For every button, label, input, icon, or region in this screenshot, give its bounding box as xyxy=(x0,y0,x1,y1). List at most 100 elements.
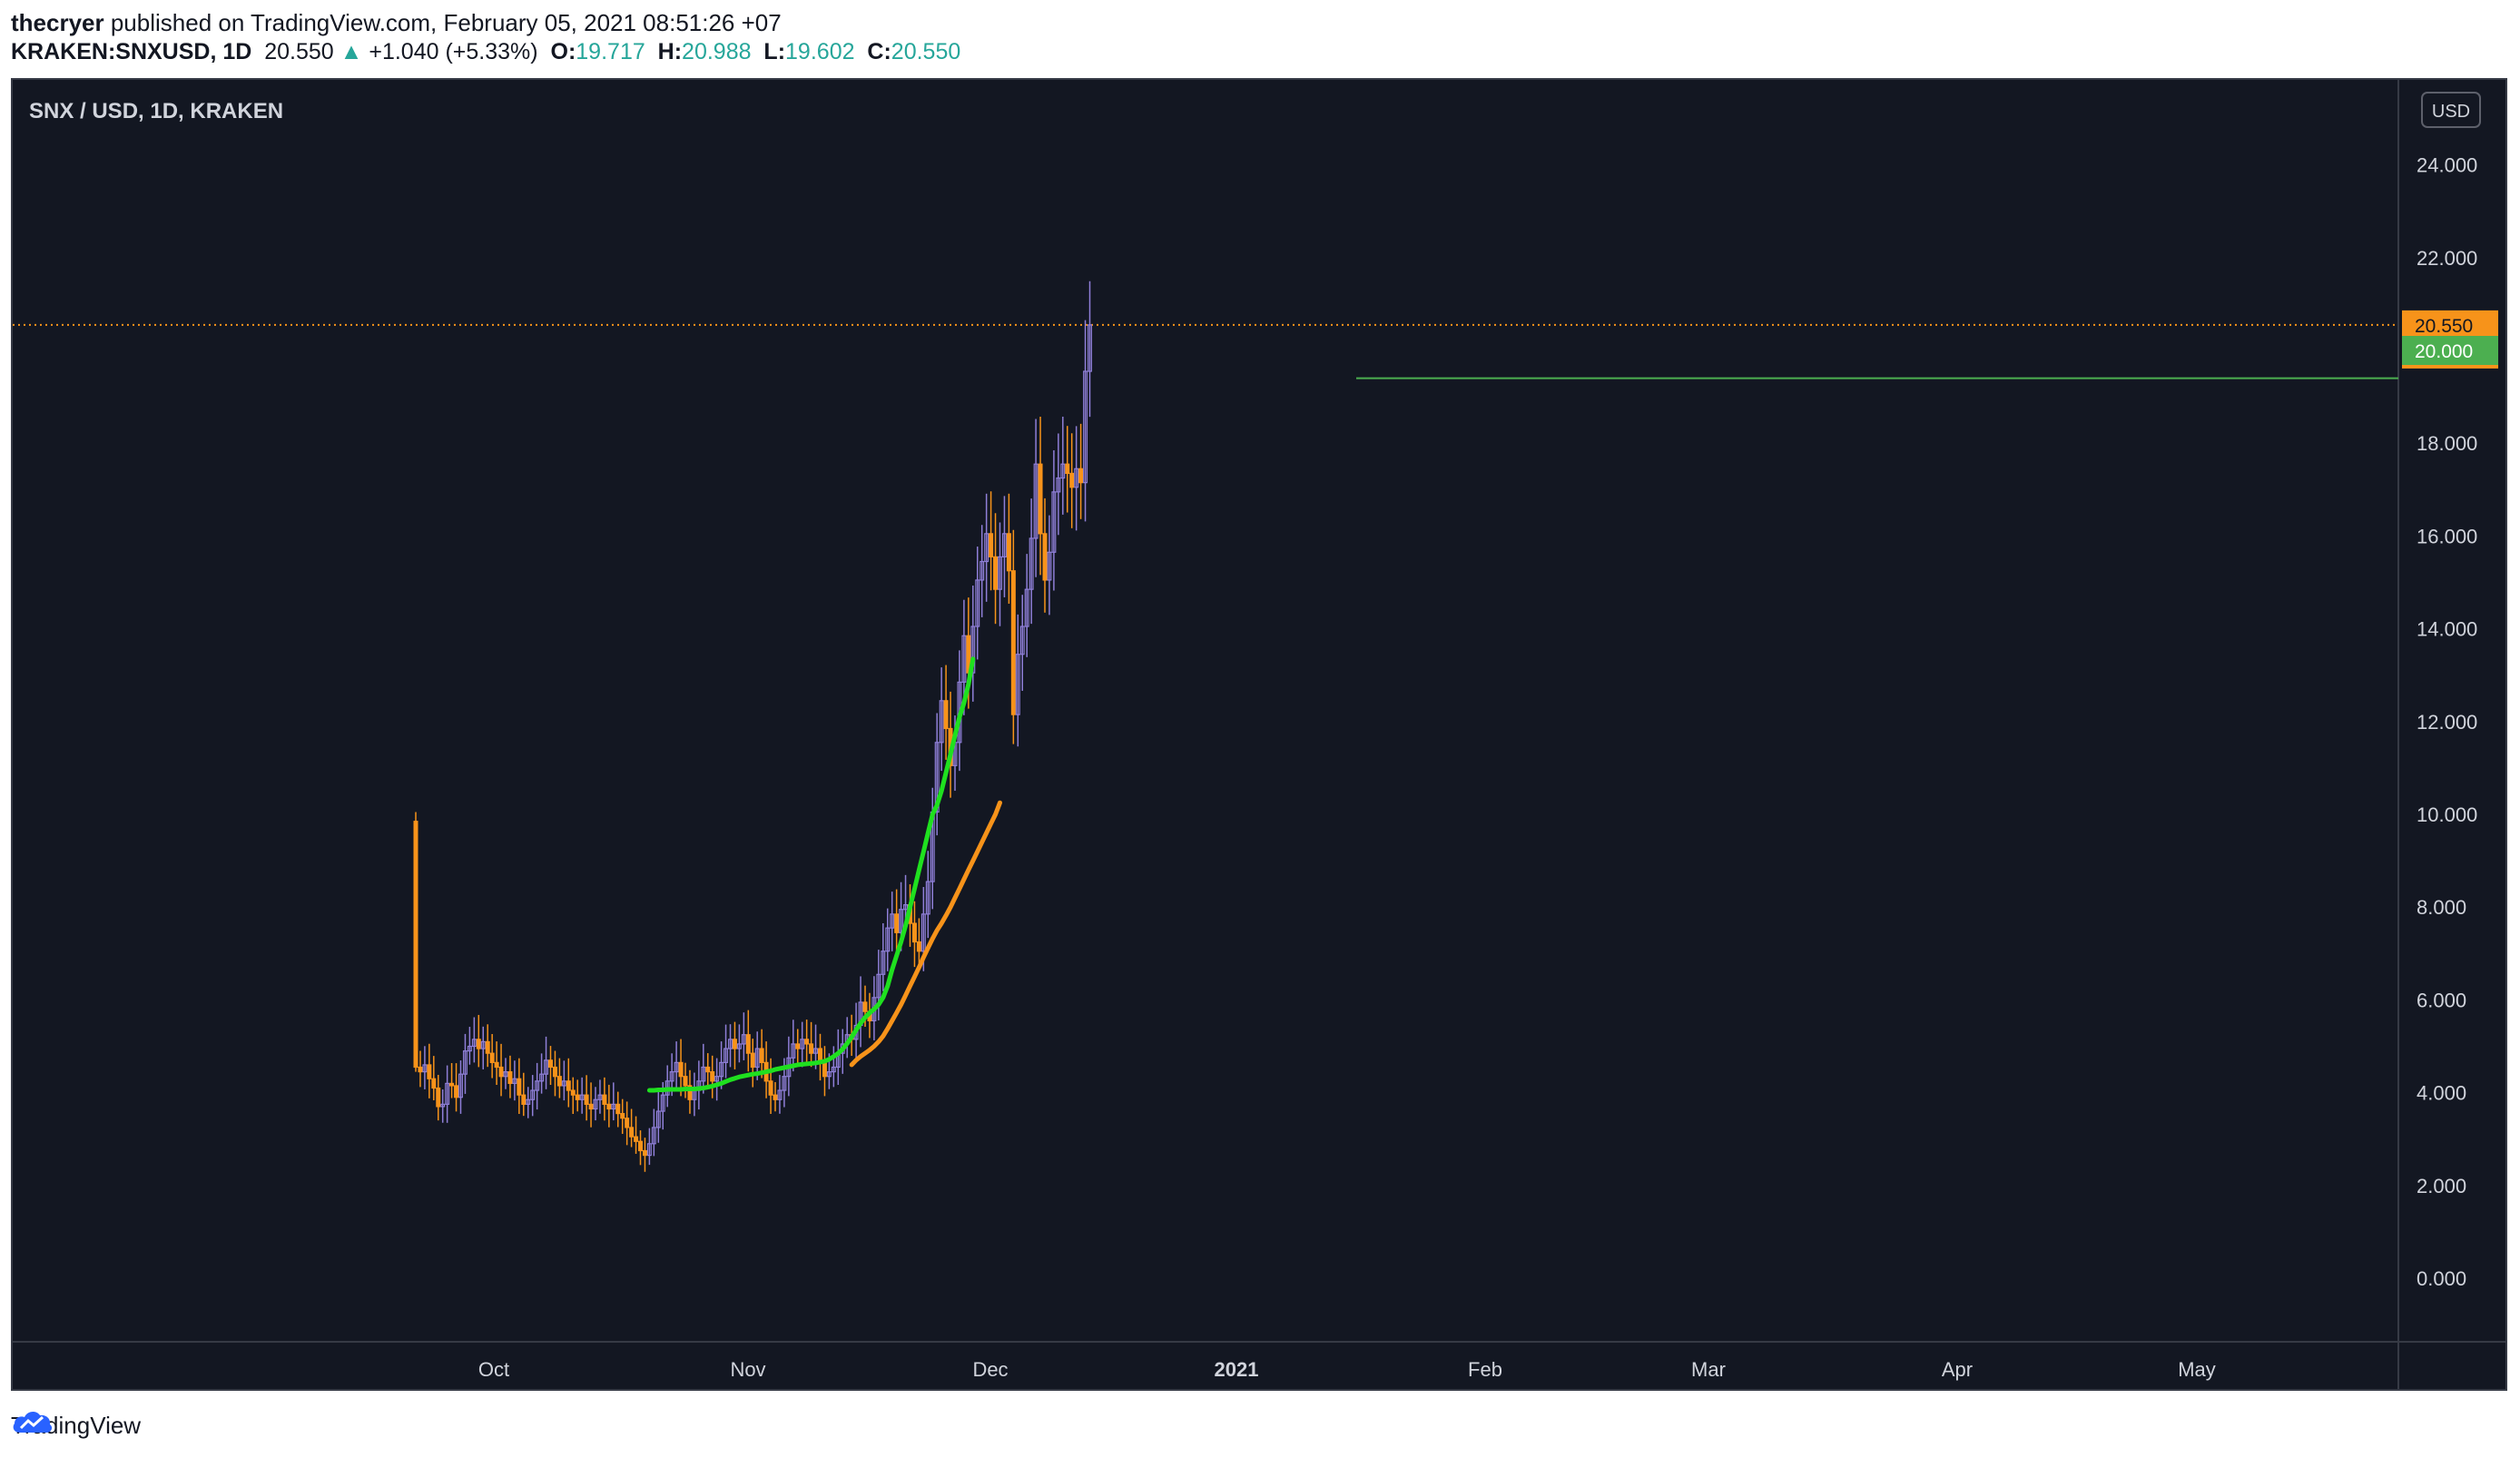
candle-body xyxy=(705,1066,711,1073)
candle-body xyxy=(903,904,909,911)
candle-body xyxy=(791,1043,796,1059)
candle-body xyxy=(777,1089,783,1100)
candle-body xyxy=(476,1039,481,1049)
candle-body xyxy=(507,1071,513,1084)
candle-body xyxy=(732,1039,737,1049)
candle-body xyxy=(552,1066,557,1078)
candle-body xyxy=(773,1094,778,1100)
y-tick-label: 2.000 xyxy=(2417,1175,2466,1197)
price-change: +1.040 (+5.33%) xyxy=(369,39,538,64)
candle-body xyxy=(894,913,900,933)
candle-body xyxy=(782,1076,787,1091)
x-tick-label: Feb xyxy=(1468,1358,1502,1381)
candle-body xyxy=(517,1078,522,1096)
candle-body xyxy=(1010,570,1016,715)
candle-body xyxy=(530,1089,536,1100)
candle-body xyxy=(1033,463,1039,539)
candle-body xyxy=(454,1085,459,1098)
candle-body xyxy=(768,1080,773,1096)
candle-body xyxy=(458,1073,464,1098)
candle-body xyxy=(597,1094,603,1100)
candle-body xyxy=(809,1043,814,1054)
candle-body xyxy=(646,1143,652,1157)
candle-body xyxy=(754,1048,760,1069)
candle-body xyxy=(984,533,989,563)
candle-body xyxy=(911,922,917,943)
candle-body xyxy=(544,1059,549,1075)
candle-body xyxy=(970,626,976,674)
candle-body xyxy=(602,1094,607,1105)
low-value: 19.602 xyxy=(785,39,855,64)
candle-body xyxy=(997,556,1002,590)
x-tick-label: Mar xyxy=(1691,1358,1726,1381)
y-tick-label: 12.000 xyxy=(2417,711,2477,734)
candle-body xyxy=(1056,477,1061,493)
candle-body xyxy=(701,1066,706,1082)
candle-body xyxy=(822,1061,827,1078)
candle-body xyxy=(570,1089,576,1096)
price-chart[interactable]: SNX / USD, 1D, KRAKEN USD 24.000 22.000 20.0… xyxy=(13,80,2505,1389)
y-tick-label: 0.000 xyxy=(2417,1267,2466,1290)
open-value: 19.717 xyxy=(576,39,645,64)
candle-body xyxy=(634,1136,639,1142)
currency-label: USD xyxy=(2432,102,2470,122)
candle-body xyxy=(800,1039,805,1049)
y-tick-label: 22.000 xyxy=(2417,247,2477,270)
y-tick-label: 6.000 xyxy=(2417,989,2466,1011)
candle-body xyxy=(498,1066,504,1078)
last-price-badge xyxy=(2402,310,2498,340)
candle-body xyxy=(1001,533,1007,557)
candle-body xyxy=(655,1110,661,1128)
candle-body xyxy=(556,1076,562,1087)
last-price-label: 20.550 xyxy=(2415,316,2473,337)
y-tick-label: 10.000 xyxy=(2417,803,2477,826)
candle-body xyxy=(975,579,980,627)
y-tick-label: 18.000 xyxy=(2417,432,2477,455)
candle-body xyxy=(1065,463,1070,475)
candle-body xyxy=(714,1076,720,1082)
candle-body xyxy=(593,1098,598,1110)
chart-panel[interactable]: SNX / USD, 1D, KRAKEN USD 24.000 22.000 20.0… xyxy=(11,78,2507,1391)
candle-body xyxy=(440,1103,446,1108)
candle-body xyxy=(719,1061,724,1078)
footer: TradingView xyxy=(11,1405,141,1445)
candle-body xyxy=(521,1094,527,1105)
candle-body xyxy=(480,1040,486,1049)
candle-body xyxy=(575,1094,580,1100)
candle-body xyxy=(674,1061,679,1073)
candle-body xyxy=(934,742,940,813)
candle-body xyxy=(445,1082,450,1105)
candle-body xyxy=(724,1048,729,1063)
candle-body xyxy=(526,1098,531,1105)
candle-body xyxy=(615,1103,621,1115)
high-value: 20.988 xyxy=(682,39,752,64)
candle-body xyxy=(1042,533,1048,581)
candle-body xyxy=(669,1071,674,1082)
candle-body xyxy=(899,909,904,933)
open-label: O: xyxy=(550,39,576,64)
candle-body xyxy=(588,1103,594,1110)
candle-body xyxy=(678,1061,684,1078)
candle-body xyxy=(979,560,985,581)
candle-body xyxy=(687,1085,693,1100)
candle-body xyxy=(993,556,999,590)
chart-title: SNX / USD, 1D, KRAKEN xyxy=(29,99,283,123)
candle-body xyxy=(1051,491,1057,553)
hline-price-label: 20.000 xyxy=(2415,341,2473,362)
candle-body xyxy=(467,1045,472,1052)
hline-price-badge xyxy=(2402,336,2498,365)
currency-badge[interactable] xyxy=(2421,92,2481,128)
candle-body xyxy=(683,1076,688,1087)
candle-body xyxy=(727,1039,733,1049)
candle-body xyxy=(736,1043,742,1049)
candle-body xyxy=(920,913,926,952)
candle-body xyxy=(462,1050,468,1075)
candle-body xyxy=(989,533,994,557)
candle-body xyxy=(512,1078,517,1084)
candle-body xyxy=(1083,370,1088,484)
candle-body xyxy=(826,1071,832,1078)
candle-body xyxy=(449,1082,455,1087)
candle-body xyxy=(503,1071,508,1078)
x-tick-label: Nov xyxy=(730,1358,765,1381)
candle-body xyxy=(485,1040,490,1054)
